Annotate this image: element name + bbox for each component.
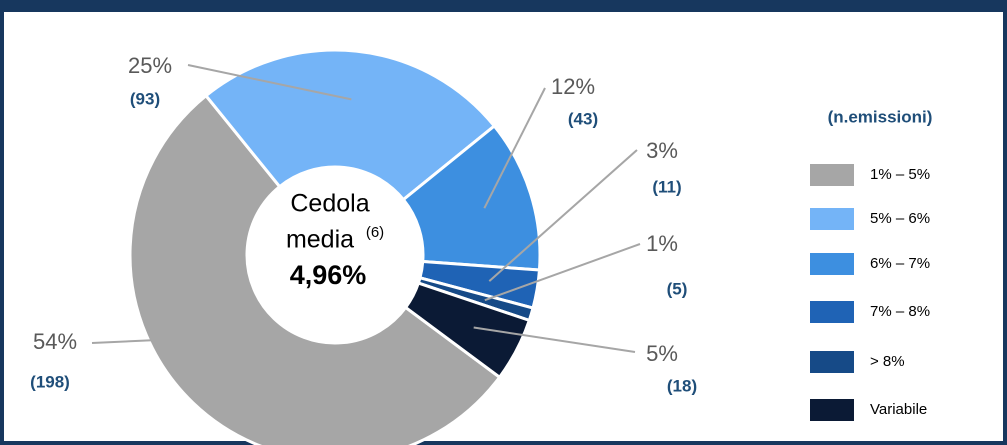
leader-line — [473, 326, 636, 353]
percent-label: 12% — [551, 74, 595, 99]
count-label: (198) — [30, 372, 70, 391]
count-label: (18) — [667, 376, 697, 395]
legend-swatch — [810, 351, 854, 373]
percent-label: 5% — [646, 341, 678, 366]
count-label: (5) — [667, 279, 688, 298]
legend-swatch — [810, 301, 854, 323]
percent-label: 25% — [128, 53, 172, 78]
percent-label: 3% — [646, 138, 678, 163]
legend-swatch — [810, 208, 854, 230]
count-label: (93) — [130, 89, 160, 108]
count-label: (11) — [652, 177, 681, 196]
leader-line — [488, 149, 638, 282]
legend-swatch — [810, 399, 854, 421]
leader-line — [483, 87, 546, 209]
percent-label: 1% — [646, 231, 678, 256]
legend-swatch — [810, 253, 854, 275]
center-line2: media — [286, 226, 354, 254]
donut-hole — [247, 167, 423, 343]
legend-label: 5% – 6% — [870, 210, 930, 227]
legend-label: 7% – 8% — [870, 303, 930, 320]
count-label: (43) — [568, 109, 598, 128]
legend-label: > 8% — [870, 353, 905, 370]
center-note: (6) — [366, 224, 384, 241]
percent-label: 54% — [33, 329, 77, 354]
center-value: 4,96% — [290, 260, 367, 290]
top-bar — [0, 0, 1007, 12]
leader-line — [484, 243, 641, 302]
legend-label: 1% – 5% — [870, 166, 930, 183]
legend-label: 6% – 7% — [870, 255, 930, 272]
leader-line — [91, 334, 258, 344]
legend-label: Variabile — [870, 401, 927, 418]
legend-title: (n.emissioni) — [828, 107, 933, 126]
center-line1: Cedola — [290, 190, 369, 218]
leader-line — [187, 64, 352, 101]
legend-swatch — [810, 164, 854, 186]
donut — [128, 48, 542, 445]
